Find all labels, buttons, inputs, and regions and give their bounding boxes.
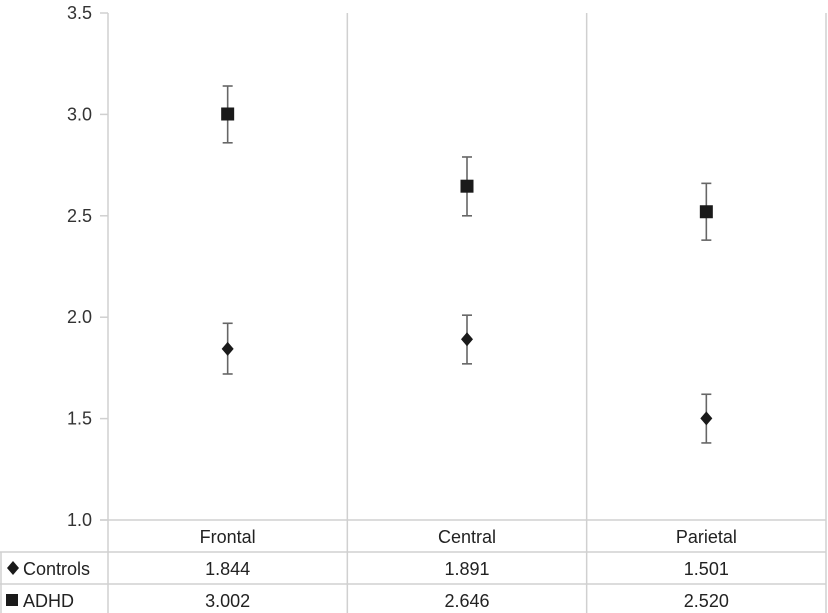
category-label: Central [438, 527, 496, 547]
data-point-controls [221, 341, 234, 356]
grid-lines [107, 13, 827, 613]
table-cell: 1.501 [684, 559, 729, 579]
row-label: Controls [23, 559, 90, 579]
y-tick-label: 1.0 [67, 510, 92, 530]
y-axis: 1.0 1.5 2.0 2.5 3.0 3.5 [67, 3, 108, 530]
legend-square-icon [6, 594, 18, 606]
data-markers [221, 107, 713, 426]
table-cell: 1.891 [444, 559, 489, 579]
data-point-controls [461, 332, 473, 347]
row-label: ADHD [23, 591, 74, 611]
y-tick-label: 3.5 [67, 3, 92, 23]
category-label: Frontal [200, 527, 256, 547]
data-point-controls [700, 411, 713, 426]
y-tick-label: 3.0 [67, 104, 92, 124]
legend-diamond-icon [7, 561, 19, 575]
table-cell: 1.844 [205, 559, 250, 579]
table-cell: 2.520 [684, 591, 729, 611]
y-tick-label: 2.5 [67, 206, 92, 226]
category-label: Parietal [676, 527, 737, 547]
data-point-adhd [460, 179, 474, 193]
table-cell: 3.002 [205, 591, 250, 611]
y-tick-label: 2.0 [67, 307, 92, 327]
data-point-adhd [699, 205, 713, 219]
y-tick-label: 1.5 [67, 409, 92, 429]
error-bars [222, 85, 712, 444]
data-table: Frontal Central Parietal Controls 1.844 1.891… [0, 519, 826, 613]
table-cell: 2.646 [444, 591, 489, 611]
data-point-adhd [221, 107, 235, 121]
